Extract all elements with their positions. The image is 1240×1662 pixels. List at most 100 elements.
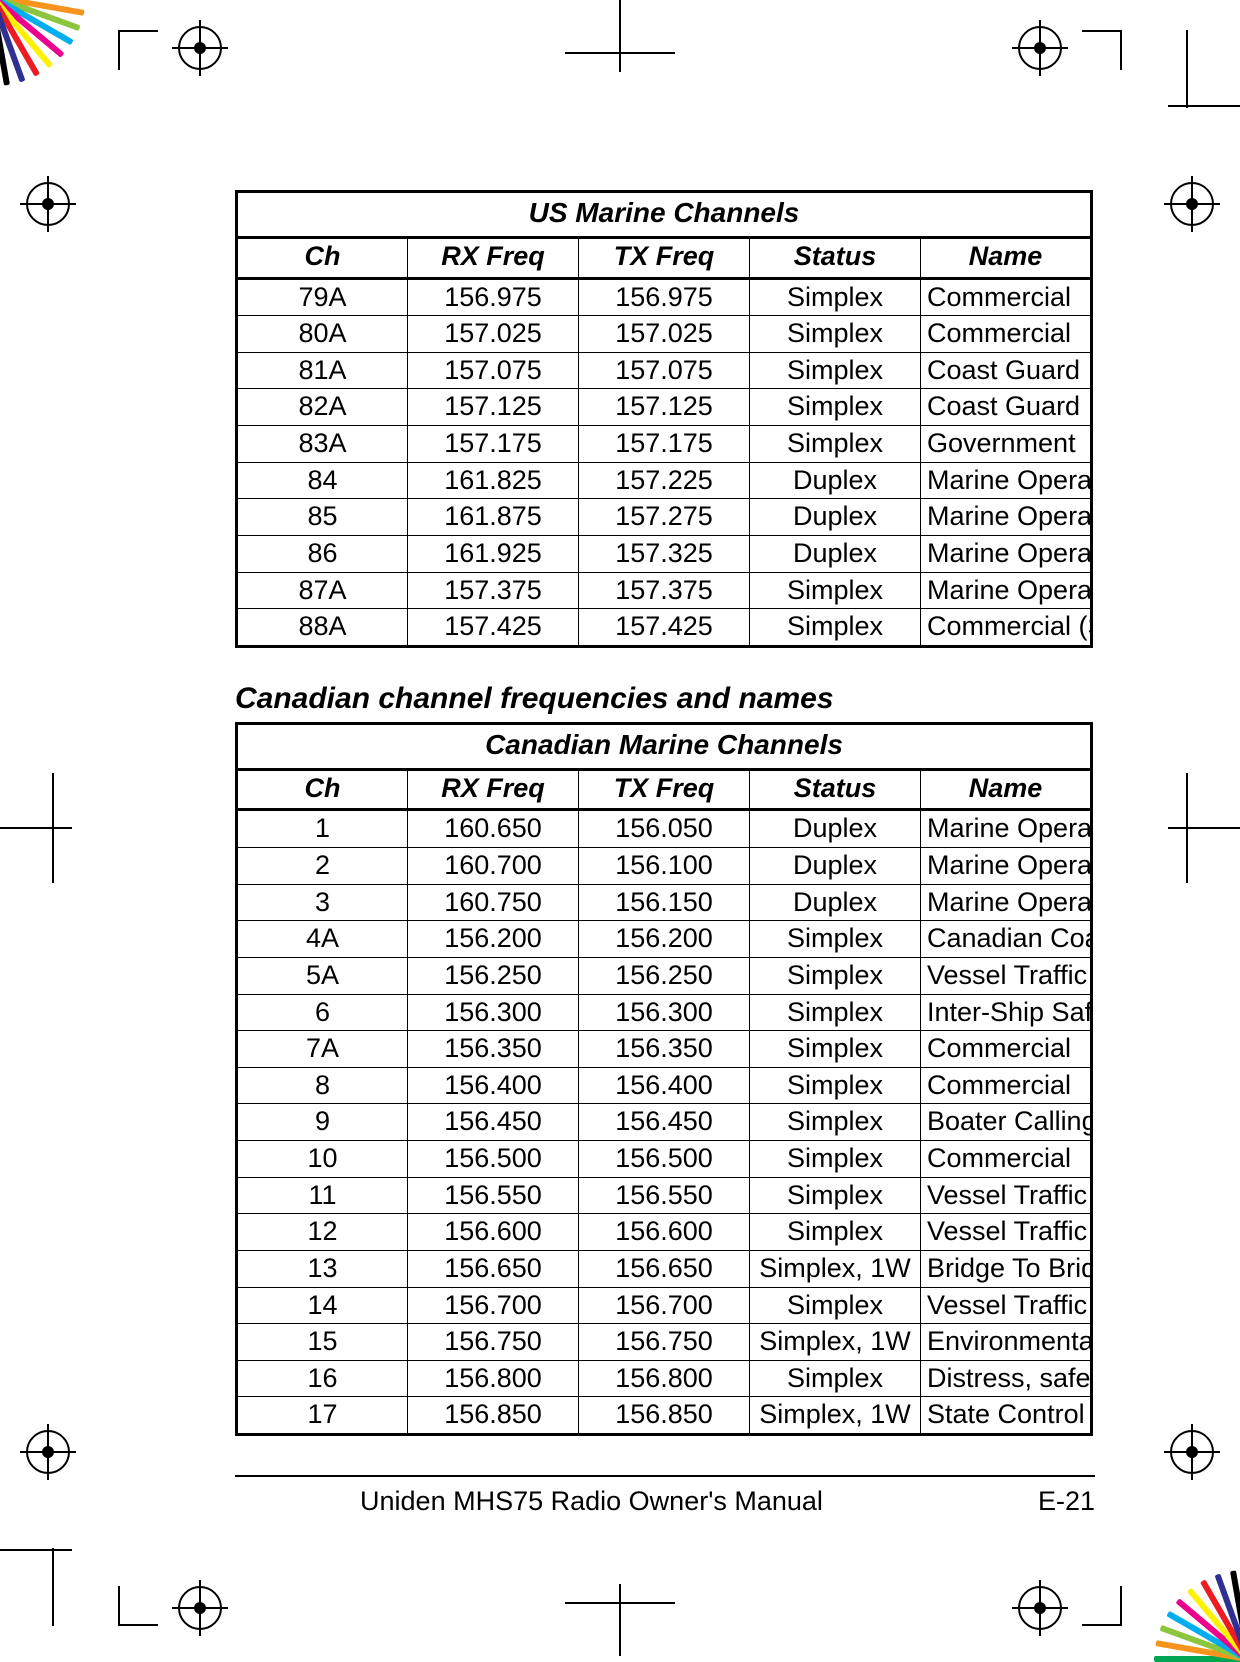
crop-mark: [118, 30, 158, 32]
table-cell: 85: [237, 499, 408, 536]
table-cell: Coast Guard: [921, 389, 1092, 426]
table-cell: 157.025: [579, 316, 750, 353]
col-txfreq: TX Freq: [579, 237, 750, 278]
table-row: 9156.450156.450SimplexBoater Calling Cha…: [237, 1104, 1092, 1141]
col-name: Name: [921, 769, 1092, 810]
crop-mark: [52, 773, 54, 883]
table-cell: 157.425: [408, 609, 579, 647]
table-cell: Boater Calling Channel: [921, 1104, 1092, 1141]
crop-mark: [118, 30, 120, 70]
table-title: Canadian Marine Channels: [237, 723, 1092, 769]
table-cell: Simplex, 1W: [750, 1250, 921, 1287]
table-cell: 156.850: [579, 1397, 750, 1435]
table-row: 10156.500156.500SimplexCommercial: [237, 1141, 1092, 1178]
table-cell: Simplex, 1W: [750, 1397, 921, 1435]
table-cell: 156.800: [408, 1360, 579, 1397]
table-cell: 11: [237, 1177, 408, 1214]
table-cell: 157.375: [579, 572, 750, 609]
table-cell: 80A: [237, 316, 408, 353]
footer-rule: [235, 1475, 1095, 1477]
table-cell: 10: [237, 1141, 408, 1178]
table-cell: Simplex: [750, 278, 921, 316]
table-cell: Commercial: [921, 1067, 1092, 1104]
table-cell: 156.200: [408, 921, 579, 958]
table-cell: 156.050: [579, 810, 750, 848]
table-cell: 157.075: [408, 352, 579, 389]
table-cell: Duplex: [750, 848, 921, 885]
table-cell: 156.350: [408, 1031, 579, 1068]
table-cell: 1: [237, 810, 408, 848]
canadian-marine-channels-table: Canadian Marine Channels Ch RX Freq TX F…: [235, 722, 1093, 1436]
table-cell: Simplex: [750, 389, 921, 426]
table-row: 85161.875157.275DuplexMarine Operator: [237, 499, 1092, 536]
table-cell: Commercial: [921, 1141, 1092, 1178]
table-cell: 160.650: [408, 810, 579, 848]
col-ch: Ch: [237, 237, 408, 278]
table-cell: 161.925: [408, 535, 579, 572]
table-row: 83A157.175157.175SimplexGovernment: [237, 426, 1092, 463]
table-title: US Marine Channels: [237, 192, 1092, 238]
table-cell: Simplex: [750, 426, 921, 463]
table-cell: Marine Operator: [921, 535, 1092, 572]
table-cell: 157.275: [579, 499, 750, 536]
table-row: 6156.300156.300SimplexInter-Ship Safety: [237, 994, 1092, 1031]
table-cell: 156.800: [579, 1360, 750, 1397]
table-row: 87A157.375157.375SimplexMarine Operator: [237, 572, 1092, 609]
registration-mark-icon: [1170, 182, 1214, 226]
table-cell: 156.500: [408, 1141, 579, 1178]
table-cell: 156.975: [408, 278, 579, 316]
table-cell: 157.075: [579, 352, 750, 389]
table-cell: 82A: [237, 389, 408, 426]
table-row: 11156.550156.550SimplexVessel Traffic Sy…: [237, 1177, 1092, 1214]
table-cell: 156.650: [408, 1250, 579, 1287]
table-cell: 156.350: [579, 1031, 750, 1068]
table-cell: 157.125: [579, 389, 750, 426]
table-row: 88A157.425157.425SimplexCommercial (Ship…: [237, 609, 1092, 647]
crop-mark: [1120, 1586, 1122, 1626]
table-cell: 156.975: [579, 278, 750, 316]
table-row: 14156.700156.700SimplexVessel Traffic Sy…: [237, 1287, 1092, 1324]
registration-mark-icon: [26, 182, 70, 226]
canadian-section-heading: Canadian channel frequencies and names: [235, 682, 1095, 716]
table-cell: 156.450: [579, 1104, 750, 1141]
table-cell: Simplex: [750, 994, 921, 1031]
table-cell: 17: [237, 1397, 408, 1435]
table-cell: 160.750: [408, 884, 579, 921]
crop-mark: [1186, 30, 1188, 108]
table-cell: 3: [237, 884, 408, 921]
table-cell: 83A: [237, 426, 408, 463]
table-row: 86161.925157.325DuplexMarine Operator: [237, 535, 1092, 572]
table-cell: Government: [921, 426, 1092, 463]
table-cell: 156.300: [579, 994, 750, 1031]
table-cell: Simplex: [750, 609, 921, 647]
table-cell: Simplex, 1W: [750, 1324, 921, 1361]
table-cell: 157.025: [408, 316, 579, 353]
table-cell: Duplex: [750, 810, 921, 848]
table-cell: Simplex: [750, 1177, 921, 1214]
table-cell: 6: [237, 994, 408, 1031]
registration-mark-icon: [1170, 1430, 1214, 1474]
table-cell: 161.825: [408, 462, 579, 499]
manual-title: Uniden MHS75 Radio Owner's Manual: [235, 1486, 948, 1517]
table-cell: Canadian Coast Guard: [921, 921, 1092, 958]
table-cell: 157.375: [408, 572, 579, 609]
table-cell: Commercial: [921, 278, 1092, 316]
table-header-row: Ch RX Freq TX Freq Status Name: [237, 237, 1092, 278]
table-cell: Marine Operator: [921, 848, 1092, 885]
table-cell: Duplex: [750, 499, 921, 536]
crop-mark: [1168, 105, 1240, 107]
table-cell: Simplex: [750, 957, 921, 994]
table-cell: Duplex: [750, 462, 921, 499]
table-cell: 156.750: [408, 1324, 579, 1361]
table-cell: 156.400: [579, 1067, 750, 1104]
table-cell: 13: [237, 1250, 408, 1287]
table-cell: 156.300: [408, 994, 579, 1031]
table-cell: 14: [237, 1287, 408, 1324]
table-cell: Commercial: [921, 1031, 1092, 1068]
table-row: 81A157.075157.075SimplexCoast Guard: [237, 352, 1092, 389]
table-cell: 156.550: [579, 1177, 750, 1214]
table-row: 3160.750156.150DuplexMarine Operator: [237, 884, 1092, 921]
table-cell: Commercial (Ship-Ship): [921, 609, 1092, 647]
table-cell: Simplex: [750, 316, 921, 353]
table-cell: Coast Guard: [921, 352, 1092, 389]
